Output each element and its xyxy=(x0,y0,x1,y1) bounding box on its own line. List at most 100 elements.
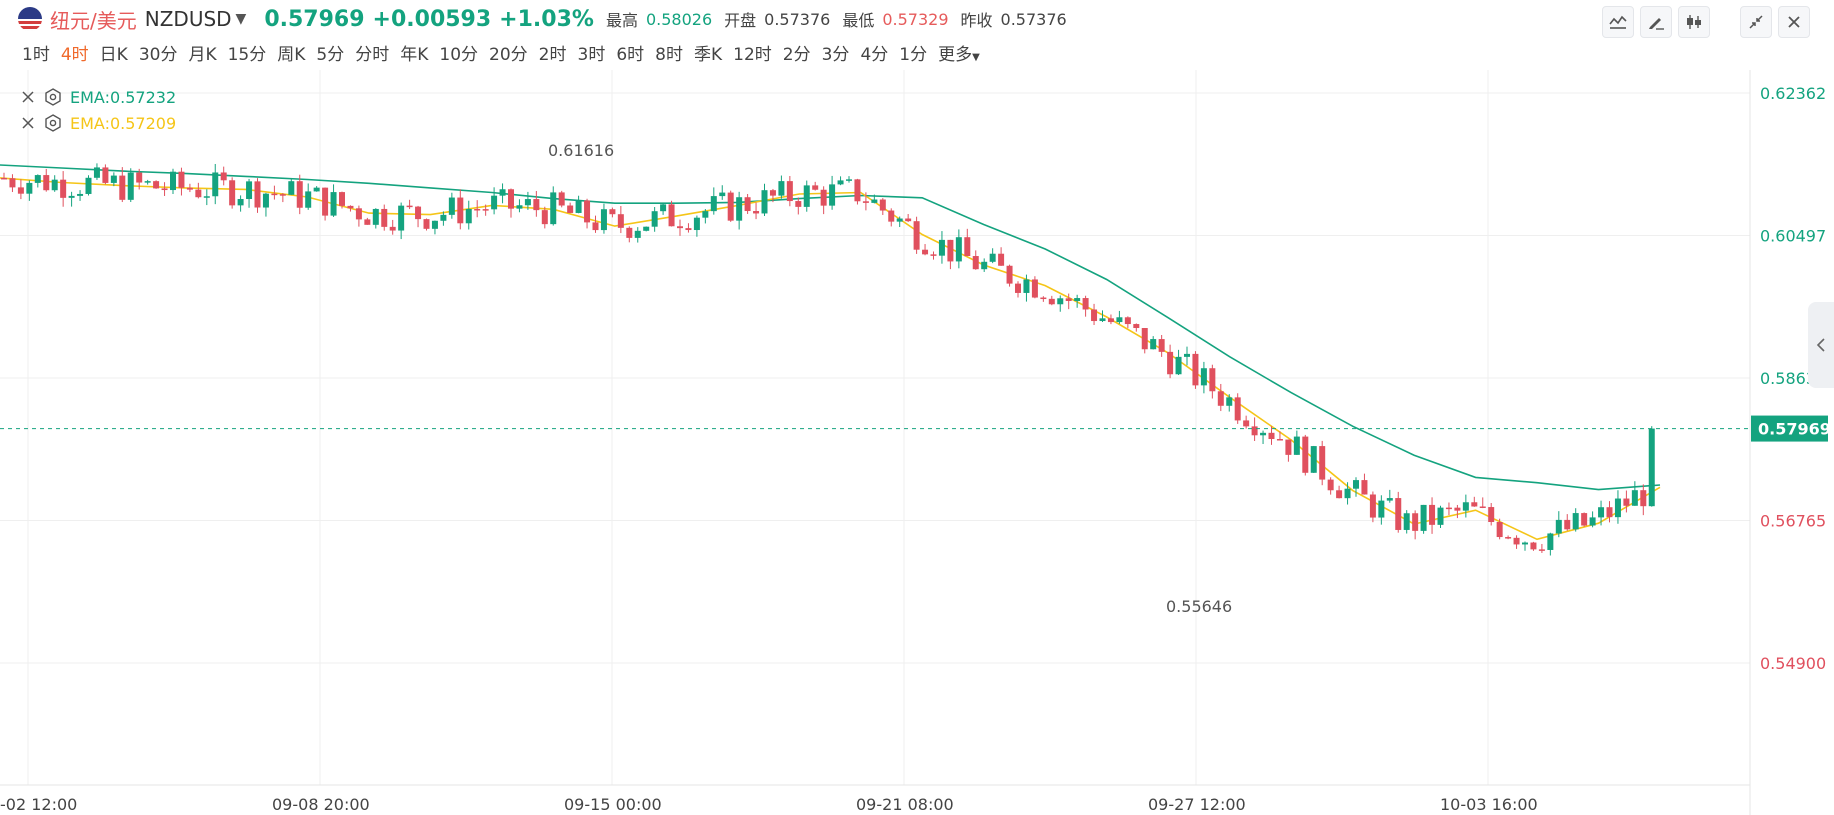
tab-period-6[interactable]: 周K xyxy=(277,45,306,65)
tab-period-15[interactable]: 8时 xyxy=(655,45,683,65)
candle-body xyxy=(203,196,210,198)
candle-body xyxy=(693,217,700,231)
candle-body xyxy=(1488,507,1495,523)
tab-period-11[interactable]: 20分 xyxy=(489,45,528,65)
candle-body xyxy=(1513,537,1520,545)
candle-body xyxy=(1023,279,1030,293)
tab-period-10[interactable]: 10分 xyxy=(439,45,479,65)
close-icon[interactable] xyxy=(1778,6,1810,38)
x-tick-label: 09-08 20:00 xyxy=(272,795,370,814)
tab-period-20[interactable]: 4分 xyxy=(860,45,889,65)
tab-period-13[interactable]: 3时 xyxy=(577,45,606,65)
min-price-label: 0.55646 xyxy=(1166,597,1232,616)
candle-body xyxy=(1107,318,1114,323)
x-tick-label: 09-21 08:00 xyxy=(856,795,954,814)
close-icon[interactable] xyxy=(20,115,36,131)
candle-body xyxy=(1,177,7,180)
x-tick-label: -02 12:00 xyxy=(0,795,77,814)
candle-body xyxy=(778,181,785,196)
symbol-code[interactable]: NZDUSD xyxy=(144,7,232,31)
candle-body xyxy=(1276,439,1283,441)
tab-period-21[interactable]: 1分 xyxy=(899,45,928,65)
candle-body xyxy=(9,178,16,188)
candle-body xyxy=(905,218,912,222)
max-price-label: 0.61616 xyxy=(548,141,614,160)
indicator-icon[interactable] xyxy=(1602,6,1634,38)
candle-body xyxy=(769,190,776,196)
candle-body xyxy=(660,204,667,212)
symbol-name-cn[interactable]: 纽元/美元 xyxy=(50,8,137,33)
settings-icon[interactable] xyxy=(44,88,62,106)
tab-period-2[interactable]: 日K xyxy=(99,45,128,65)
high-value: 0.58026 xyxy=(645,9,713,29)
candle-body xyxy=(1403,513,1410,530)
tab-period-7[interactable]: 5分 xyxy=(316,45,345,65)
candle-body xyxy=(626,227,633,238)
tab-period-9[interactable]: 年K xyxy=(400,45,429,65)
nz-flag-icon xyxy=(18,7,42,31)
tab-period-0[interactable]: 1时 xyxy=(22,45,50,65)
candle-body xyxy=(127,172,134,200)
candle-body xyxy=(1530,542,1537,550)
candle-body xyxy=(68,195,75,198)
candle-body xyxy=(144,181,151,183)
chevron-down-icon[interactable]: ▼ xyxy=(235,11,247,27)
candle-body xyxy=(1386,498,1393,501)
candle-body xyxy=(1251,426,1258,436)
candle-body xyxy=(339,192,345,206)
candle-body xyxy=(998,253,1005,266)
candle-body xyxy=(1614,498,1621,518)
candle-body xyxy=(1184,353,1190,357)
tab-period-22[interactable]: 更多▼ xyxy=(938,45,980,65)
high-label: 最高 xyxy=(605,11,638,30)
candle-body xyxy=(195,189,202,198)
y-tick-label: 0.60497 xyxy=(1760,226,1826,245)
tab-period-17[interactable]: 12时 xyxy=(733,45,772,65)
prev-close-value: 0.57376 xyxy=(1000,9,1067,29)
candle-body xyxy=(829,184,836,206)
candle-body xyxy=(262,193,269,208)
fullscreen-icon[interactable] xyxy=(1740,6,1772,38)
settings-icon[interactable] xyxy=(44,114,62,132)
side-panel-toggle[interactable] xyxy=(1808,302,1834,388)
tab-period-16[interactable]: 季K xyxy=(693,45,723,65)
candle-body xyxy=(1040,297,1047,300)
candle-body xyxy=(1293,436,1300,455)
candle-body xyxy=(1285,439,1292,455)
tab-period-14[interactable]: 6时 xyxy=(616,45,645,65)
candle-body xyxy=(1522,542,1528,545)
tab-period-19[interactable]: 3分 xyxy=(821,45,850,65)
tab-period-1[interactable]: 4时 xyxy=(60,45,89,65)
tab-period-4[interactable]: 月K xyxy=(188,45,217,65)
candle-body xyxy=(879,199,886,211)
candle-type-icon[interactable] xyxy=(1678,6,1710,38)
ema-line-1 xyxy=(0,164,1661,491)
candle-body xyxy=(1200,368,1207,386)
candle-body xyxy=(981,261,988,270)
x-tick-label: 10-03 16:00 xyxy=(1440,795,1538,814)
candle-body xyxy=(955,237,962,262)
candle-body xyxy=(1640,490,1647,507)
tab-period-12[interactable]: 2时 xyxy=(538,45,567,65)
candle-body xyxy=(871,199,878,203)
candle-body xyxy=(389,226,396,231)
low-label: 最低 xyxy=(842,11,875,30)
candle-body xyxy=(1209,368,1216,392)
candle-body xyxy=(212,172,219,197)
candle-body xyxy=(1623,498,1630,506)
candle-body xyxy=(1302,436,1309,473)
ema-label: EMA:0.57209 xyxy=(70,113,177,133)
draw-icon[interactable] xyxy=(1640,6,1672,38)
ema-line-2 xyxy=(0,177,1661,541)
candle-body xyxy=(668,204,675,227)
candle-body xyxy=(51,179,58,191)
tab-period-18[interactable]: 2分 xyxy=(782,45,811,65)
tab-period-3[interactable]: 30分 xyxy=(138,45,178,65)
tab-period-8[interactable]: 分时 xyxy=(355,45,390,65)
chevron-down-icon: ▼ xyxy=(972,52,980,63)
close-icon[interactable] xyxy=(20,89,36,105)
candle-body xyxy=(575,200,582,213)
candle-body xyxy=(1572,513,1579,530)
tab-period-5[interactable]: 15分 xyxy=(227,45,267,65)
